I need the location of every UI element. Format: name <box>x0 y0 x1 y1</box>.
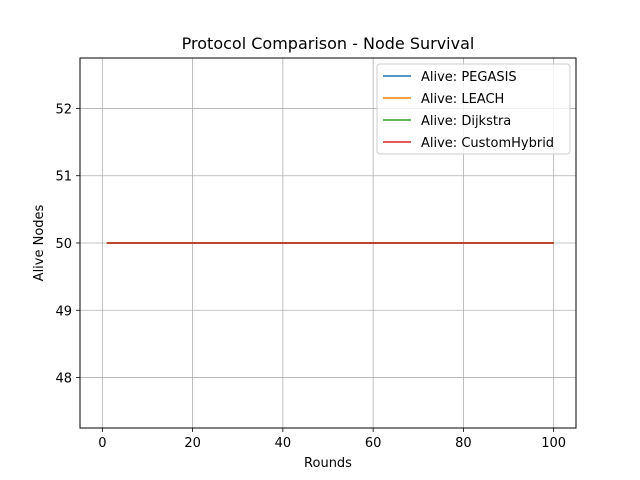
x-tick-label: 80 <box>455 436 472 451</box>
y-tick-label: 48 <box>55 372 72 387</box>
x-tick-label: 60 <box>365 436 382 451</box>
x-tick-label: 40 <box>275 436 292 451</box>
chart-title: Protocol Comparison - Node Survival <box>182 34 475 53</box>
legend-label-4: Alive: CustomHybrid <box>421 136 554 151</box>
legend-label-2: Alive: LEACH <box>421 92 504 107</box>
y-tick-label: 49 <box>55 304 72 319</box>
x-tick-label: 100 <box>541 436 566 451</box>
legend-label-3: Alive: Dijkstra <box>421 114 511 129</box>
legend: Alive: PEGASIS Alive: LEACH Alive: Dijkstr… <box>376 63 571 155</box>
axis-ticks: 0 20 40 60 80 100 48 49 50 51 52 <box>55 102 566 451</box>
legend-label-1: Alive: PEGASIS <box>421 70 517 85</box>
x-tick-label: 20 <box>184 436 201 451</box>
y-axis-label: Alive Nodes <box>32 204 47 281</box>
x-axis-label: Rounds <box>304 456 352 471</box>
y-tick-label: 51 <box>55 170 72 185</box>
y-tick-label: 50 <box>55 237 72 252</box>
legend-box <box>376 63 571 155</box>
x-tick-label: 0 <box>98 436 106 451</box>
y-tick-label: 52 <box>55 102 72 117</box>
